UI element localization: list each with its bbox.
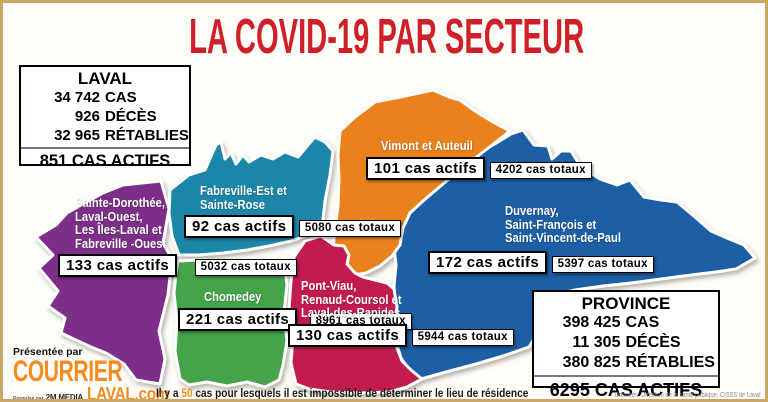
active-cases-box: 130 cas actifs: [288, 323, 408, 347]
page-title: LA COVID-19 PAR SECTEUR: [189, 8, 585, 64]
province-box-title: PROVINCE: [581, 294, 671, 313]
active-cases-box: 221 cas actifs: [178, 307, 298, 331]
courrier-laval-logo: Présentée par COURRIER Propulsé par 2M.M…: [13, 346, 184, 402]
sector-name: Sainte-Dorothée, Laval-Ouest, Les Îles-L…: [75, 196, 167, 251]
active-cases-box: 133 cas actifs: [58, 254, 178, 277]
presented-by-label: Présentée par: [13, 346, 83, 358]
laval-box-title: LAVAL: [77, 69, 133, 88]
sector-name: Duvernay, Saint-François et Saint-Vincen…: [505, 204, 622, 245]
laval-recovered-row: 32 965 RÉTABLIES: [54, 127, 189, 144]
laval-deaths-row: 926 DÉCÈS: [74, 108, 157, 125]
powered-by-label: Propulsé par: [13, 396, 44, 402]
total-cases-box: 5397 cas totaux: [551, 255, 654, 273]
sector-label-duvernay: Duvernay, Saint-François et Saint-Vincen…: [428, 204, 654, 274]
province-active-cases: 6295 CAS ACTIFS: [534, 375, 718, 399]
data-source-note: Données: Direction de la santé publique,…: [615, 392, 761, 399]
sector-label-pont-viau: Pont-Viau, Renaud-Coursol et Laval-des-R…: [288, 279, 514, 347]
province-stats-box: PROVINCE 398 425 CAS 11 305 DÉCÈS 380 82…: [532, 290, 720, 399]
sector-label-vimont: Vimont et Auteuil 101 cas actifs 4202 ca…: [366, 139, 592, 180]
active-cases-box: 92 cas actifs: [184, 215, 295, 238]
brand-courrier: COURRIER: [13, 355, 123, 388]
sector-name: Pont-Viau, Renaud-Coursol et Laval-des-R…: [301, 279, 402, 320]
total-cases-box: 5944 cas totaux: [411, 328, 514, 346]
residence-note: Il y a 50 cas pour lesquels il est impos…: [156, 388, 529, 400]
laval-stats-box: LAVAL 34 742 CAS 926 DÉCÈS 32 965 RÉTABL…: [19, 65, 191, 170]
province-recovered-row: 380 825 RÉTABLIES: [562, 354, 715, 371]
laval-cases-row: 34 742 CAS: [54, 89, 137, 106]
province-deaths-row: 11 305 DÉCÈS: [572, 334, 681, 351]
province-cases-row: 398 425 CAS: [562, 314, 660, 331]
total-cases-box: 5080 cas totaux: [298, 220, 402, 237]
total-cases-box: 5032 cas totaux: [194, 259, 297, 276]
unassigned-cases-count: 50: [181, 388, 193, 400]
sector-name: Vimont et Auteuil: [381, 139, 473, 153]
sector-name: Fabreville-Est et Sainte-Rose: [200, 184, 287, 212]
sector-name: Chomedey: [204, 290, 262, 304]
sector-label-sainte-dorothee: Sainte-Dorothée, Laval-Ouest, Les Îles-L…: [58, 196, 297, 277]
brand-2m-media: 2M.MEDIA: [45, 393, 84, 402]
total-cases-box: 4202 cas totaux: [489, 161, 592, 179]
sector-label-fabreville-est: Fabreville-Est et Sainte-Rose 92 cas act…: [184, 184, 402, 238]
active-cases-box: 172 cas actifs: [428, 250, 548, 274]
active-cases-box: 101 cas actifs: [366, 156, 486, 180]
brand-laval-com: LAVAL.com: [87, 384, 170, 402]
laval-active-cases: 851 CAS ACTIFS: [21, 147, 189, 173]
